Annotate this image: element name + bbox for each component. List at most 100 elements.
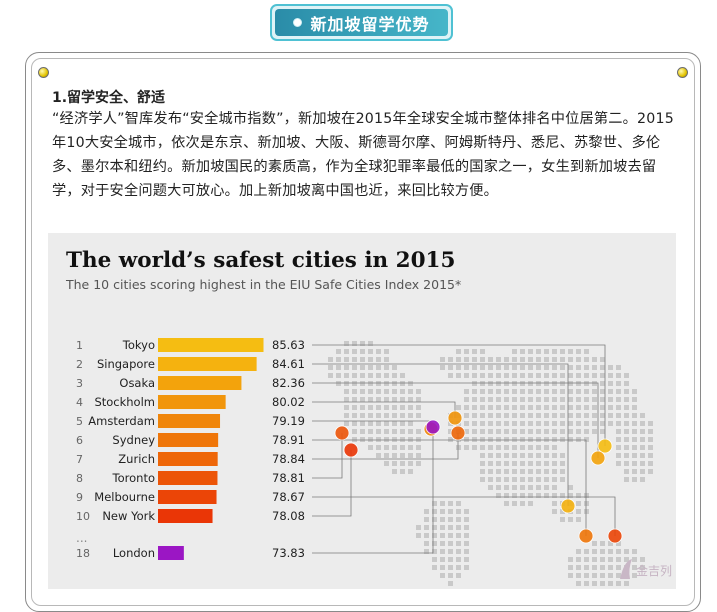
map-dot (472, 381, 477, 386)
map-dot (600, 541, 605, 546)
map-dot (472, 357, 477, 362)
map-dot (608, 389, 613, 394)
map-dot (496, 381, 501, 386)
map-dot (448, 549, 453, 554)
map-dot (592, 429, 597, 434)
map-dot (344, 381, 349, 386)
map-dot (560, 509, 565, 514)
map-dot (624, 453, 629, 458)
city-label: Osaka (119, 376, 155, 390)
map-dot (368, 413, 373, 418)
map-dot (608, 405, 613, 410)
map-dot (440, 573, 445, 578)
bar-singapore (158, 357, 257, 371)
map-dot (520, 397, 525, 402)
map-dot (616, 397, 621, 402)
map-dot (496, 445, 501, 450)
map-dot (536, 493, 541, 498)
map-dot (624, 549, 629, 554)
leader-lines (312, 344, 616, 554)
map-dot (568, 357, 573, 362)
map-dot (552, 453, 557, 458)
map-dot (368, 341, 373, 346)
map-dot (528, 413, 533, 418)
map-dot (560, 517, 565, 522)
map-dot (368, 397, 373, 402)
map-dot (400, 469, 405, 474)
map-dot (360, 397, 365, 402)
map-dot (400, 453, 405, 458)
map-dot (440, 549, 445, 554)
map-dot (416, 429, 421, 434)
map-dot (568, 565, 573, 570)
map-dot (624, 469, 629, 474)
map-dot (448, 557, 453, 562)
map-dot (568, 517, 573, 522)
map-dot (352, 421, 357, 426)
map-dot (512, 389, 517, 394)
map-dot (608, 541, 613, 546)
rank-gap-ellipsis: ... (76, 531, 87, 545)
leader-line (312, 427, 434, 554)
map-dot (640, 437, 645, 442)
map-dot (536, 357, 541, 362)
bar-zurich (158, 452, 218, 466)
map-dot (512, 493, 517, 498)
leader-line (312, 450, 352, 517)
map-dot (560, 461, 565, 466)
section-banner: 新加坡留学优势 (270, 4, 453, 41)
map-dot (384, 397, 389, 402)
map-dot (376, 397, 381, 402)
map-dot (544, 453, 549, 458)
map-dot (408, 469, 413, 474)
map-dot (608, 365, 613, 370)
map-dot (576, 389, 581, 394)
map-dot (344, 341, 349, 346)
map-dot (368, 405, 373, 410)
map-dot (592, 397, 597, 402)
city-markers (334, 410, 623, 544)
map-dot (440, 565, 445, 570)
map-dot (496, 461, 501, 466)
map-dot (536, 413, 541, 418)
map-dot (336, 381, 341, 386)
map-dot (640, 413, 645, 418)
map-dot (488, 397, 493, 402)
map-dot (520, 485, 525, 490)
map-dot (440, 509, 445, 514)
map-dot (496, 477, 501, 482)
map-dot (528, 429, 533, 434)
map-dot (480, 381, 485, 386)
map-dot (640, 453, 645, 458)
map-dot (368, 373, 373, 378)
map-dot (392, 365, 397, 370)
city-label: New York (102, 509, 155, 523)
map-dot (504, 421, 509, 426)
map-dot (472, 437, 477, 442)
map-dot (360, 373, 365, 378)
map-dot (520, 437, 525, 442)
map-dot (488, 365, 493, 370)
map-dot (472, 413, 477, 418)
map-dot (448, 573, 453, 578)
map-dot (640, 469, 645, 474)
map-dot (528, 493, 533, 498)
leader-line (312, 382, 599, 458)
map-dot (384, 381, 389, 386)
map-dot (384, 437, 389, 442)
map-dot (432, 549, 437, 554)
map-dot (560, 373, 565, 378)
map-dot (512, 469, 517, 474)
map-dot (392, 381, 397, 386)
map-dot (568, 557, 573, 562)
rank-label: 3 (76, 377, 83, 390)
map-dot (544, 349, 549, 354)
map-dot (464, 565, 469, 570)
map-dot (352, 437, 357, 442)
map-dot (528, 405, 533, 410)
city-marker (343, 442, 359, 458)
map-dot (448, 517, 453, 522)
map-dot (536, 469, 541, 474)
map-dot (512, 429, 517, 434)
map-dot (648, 469, 653, 474)
